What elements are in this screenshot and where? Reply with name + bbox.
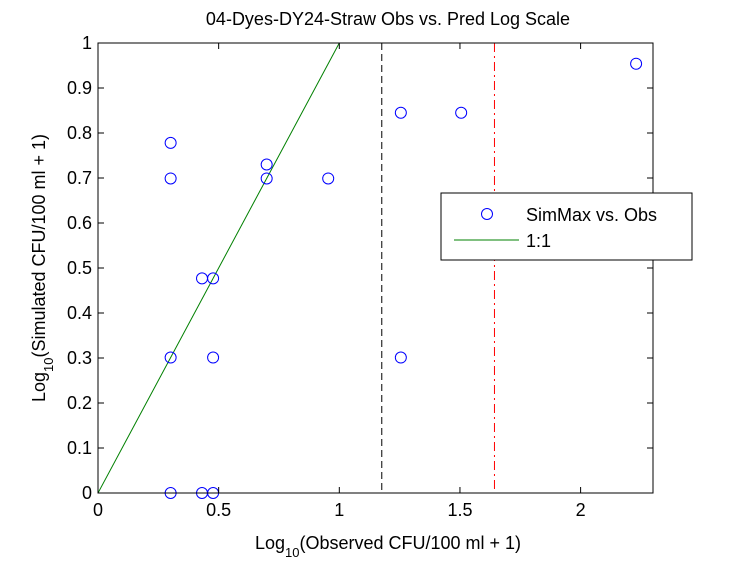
data-point — [322, 172, 335, 185]
y-tick-label: 0.4 — [67, 303, 92, 323]
data-point — [164, 172, 177, 185]
legend-label-one-to-one: 1:1 — [526, 231, 551, 251]
data-point — [164, 136, 177, 149]
legend-box — [440, 192, 693, 261]
y-tick-label: 0.6 — [67, 213, 92, 233]
y-tick-label: 0.1 — [67, 438, 92, 458]
legend-marker-simmax — [481, 208, 493, 220]
x-tick-label: 2 — [576, 500, 586, 520]
data-point — [260, 158, 273, 171]
chart-title: 04-Dyes-DY24-Straw Obs vs. Pred Log Scal… — [206, 9, 570, 29]
y-axis-label: Log10(Simulated CFU/100 ml + 1) — [29, 134, 56, 402]
y-tick-label: 0.9 — [67, 78, 92, 98]
data-point — [207, 351, 220, 364]
axes-background — [98, 43, 653, 493]
data-point — [630, 57, 643, 70]
x-axis-label: Log10(Observed CFU/100 ml + 1) — [255, 533, 521, 560]
data-point — [394, 351, 407, 364]
legend-label-simmax: SimMax vs. Obs — [526, 205, 657, 225]
y-tick-label: 0.2 — [67, 393, 92, 413]
y-label-prefix: Log — [29, 372, 49, 402]
one-to-one-line — [98, 43, 340, 493]
y-label-rest: (Simulated CFU/100 ml + 1) — [29, 134, 49, 358]
x-label-subscript: 10 — [285, 545, 299, 560]
x-tick-label: 0 — [93, 500, 103, 520]
x-label-rest: (Observed CFU/100 ml + 1) — [299, 533, 521, 553]
y-label-subscript: 10 — [41, 358, 56, 372]
data-point — [260, 172, 273, 185]
y-tick-label: 1 — [82, 33, 92, 53]
x-tick-label: 0.5 — [206, 500, 231, 520]
x-tick-label: 1 — [334, 500, 344, 520]
x-tick-label: 1.5 — [447, 500, 472, 520]
data-point — [394, 106, 407, 119]
y-tick-label: 0.3 — [67, 348, 92, 368]
plot-area: 0 0.5 1 1.5 2 0 0.1 0.2 0.3 0.4 0.5 0.6 0.7 0.8 0.9 1 — [67, 33, 654, 520]
data-point — [455, 106, 468, 119]
x-label-prefix: Log — [255, 533, 285, 553]
legend: SimMax vs. Obs 1:1 — [440, 192, 693, 261]
y-tick-label: 0.7 — [67, 168, 92, 188]
y-tick-label: 0.8 — [67, 123, 92, 143]
data-point — [164, 351, 177, 364]
data-point — [207, 272, 220, 285]
y-tick-label: 0.5 — [67, 258, 92, 278]
y-tick-label: 0 — [82, 483, 92, 503]
